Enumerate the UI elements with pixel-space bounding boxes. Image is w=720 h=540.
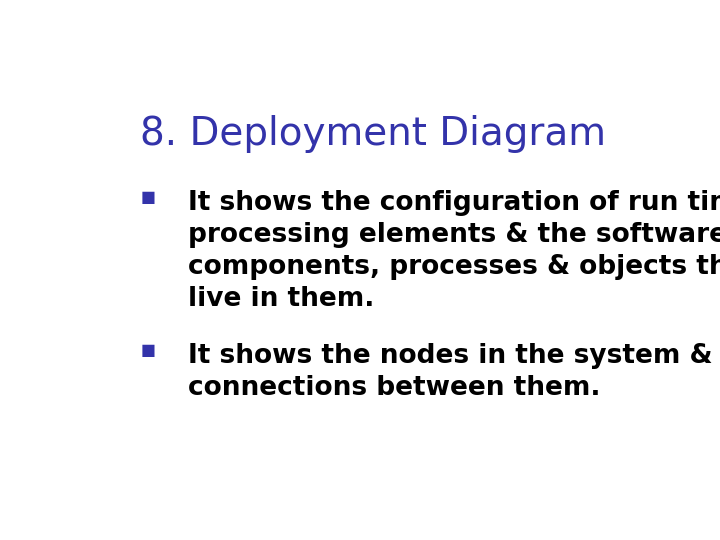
Text: ■: ■ bbox=[140, 190, 156, 205]
Text: It shows the configuration of run time
processing elements & the software
compon: It shows the configuration of run time p… bbox=[188, 190, 720, 312]
Text: ■: ■ bbox=[140, 343, 156, 359]
Text: It shows the nodes in the system & the
connections between them.: It shows the nodes in the system & the c… bbox=[188, 343, 720, 401]
Text: 8. Deployment Diagram: 8. Deployment Diagram bbox=[140, 114, 606, 153]
